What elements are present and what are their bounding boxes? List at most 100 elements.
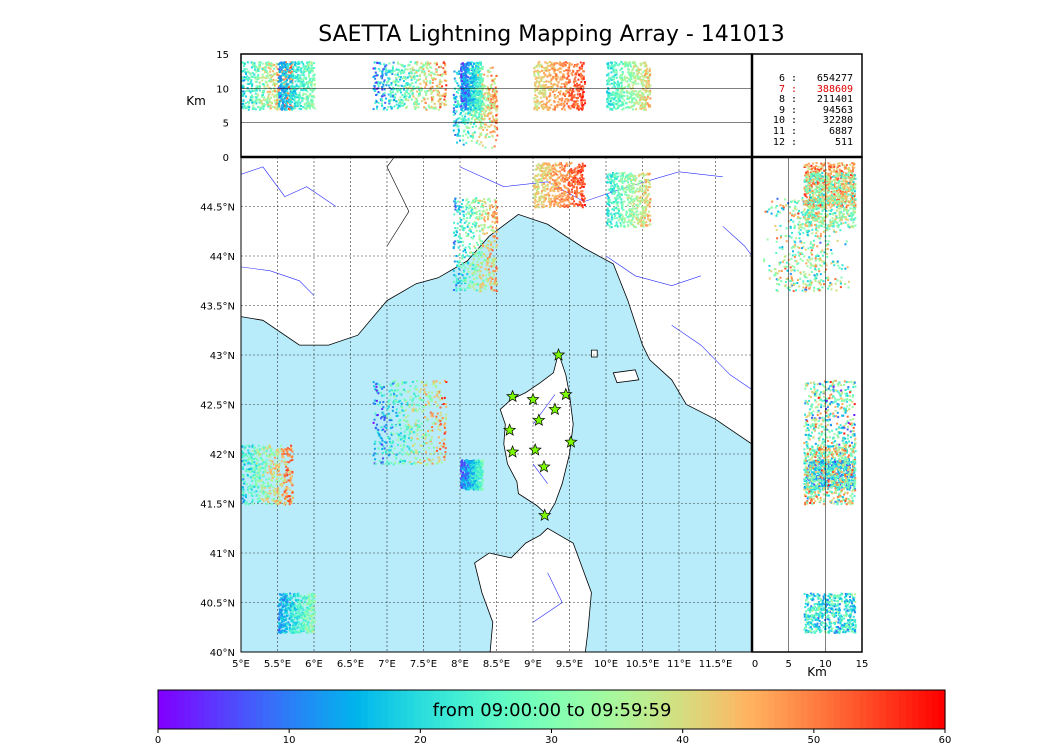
colorbar: 0 10 20 30 40 50 60	[155, 689, 952, 746]
altitude-tick-label: 15	[216, 50, 229, 61]
river-line	[605, 255, 701, 287]
separator: :	[784, 94, 804, 106]
x-tick-label: 6.5°E	[337, 659, 364, 670]
separator: :	[784, 73, 804, 84]
plan-view-sources	[241, 162, 652, 635]
source-count: 94563	[822, 104, 854, 116]
station-count-row: 10 : 32280	[755, 116, 859, 127]
alt-lat-sources	[763, 162, 857, 635]
corsica-island	[499, 351, 574, 517]
y-tick-label: 42°N	[210, 450, 235, 461]
source-count: 654277	[816, 73, 854, 84]
colorbar-tick-label: 40	[676, 735, 689, 746]
x-tick-label: 7.5°E	[410, 659, 437, 670]
lma-station-marker	[528, 443, 542, 456]
separator: :	[784, 104, 804, 116]
x-tick-label: 11.5°E	[699, 659, 733, 670]
chart-title: SAETTA Lightning Mapping Array - 141013	[318, 22, 785, 47]
colorbar-tick-label: 60	[939, 735, 952, 746]
source-count: 6887	[828, 125, 854, 137]
mainland	[241, 157, 752, 445]
altitude-tick-label: 0	[752, 659, 758, 670]
y-tick-label: 40.5°N	[200, 599, 235, 610]
separator: :	[784, 136, 804, 148]
separator: :	[784, 115, 804, 127]
x-tick-label: 10.5°E	[626, 659, 660, 670]
station-count-row: 11 : 6887	[755, 125, 859, 138]
station-count-row: 8 : 211401	[755, 95, 859, 106]
lma-station-marker	[548, 402, 562, 416]
station-count-row: 7 : 388609	[755, 83, 859, 96]
colorbar-tick-label: 10	[283, 735, 296, 746]
x-tick-label: 5.5°E	[264, 659, 291, 670]
station-count-row: 9 : 94563	[755, 104, 859, 117]
station-number: 10	[772, 115, 785, 127]
lon-alt-sources	[241, 60, 652, 149]
lma-station-marker	[559, 387, 573, 401]
source-count: 211401	[816, 94, 854, 106]
altitude-tick-label: 5	[785, 659, 791, 670]
lma-station-marker	[564, 435, 578, 448]
colorbar-tick-label: 50	[807, 735, 820, 746]
x-tick-label: 11°E	[667, 659, 691, 670]
station-number: 12	[772, 136, 785, 148]
lma-station-marker	[537, 459, 551, 473]
lma-station-marker	[505, 445, 520, 458]
capraia-island	[591, 349, 598, 358]
x-tick-label: 10°E	[594, 659, 618, 670]
plan-view-map	[241, 157, 752, 652]
colorbar-tick-label: 20	[414, 735, 427, 746]
y-tick-label: 41.5°N	[200, 500, 235, 511]
altitude-tick-label: 0	[223, 153, 229, 164]
station-number: 8	[778, 94, 785, 106]
station-count-table: 6 : 654277 7 : 388609 8 : 211401 9 : 94563 1…	[755, 73, 859, 149]
altitude-axis-label: Km	[807, 665, 827, 679]
station-number: 9	[778, 104, 785, 116]
elba-island	[612, 369, 640, 384]
colorbar-tick-label: 30	[545, 735, 558, 746]
y-tick-label: 43.5°N	[200, 302, 235, 313]
y-tick-label: 41°N	[210, 549, 235, 560]
x-tick-label: 9.5°E	[556, 659, 583, 670]
separator: :	[784, 125, 804, 137]
lma-station-marker	[538, 508, 552, 521]
x-tick-label: 7°E	[378, 659, 396, 670]
river-line	[241, 266, 315, 296]
source-count: 511	[834, 136, 854, 148]
separator: :	[784, 83, 804, 95]
altitude-axis-label: Km	[186, 94, 206, 108]
y-tick-label: 44.5°N	[200, 203, 235, 214]
river-line	[722, 226, 752, 257]
altitude-tick-label: 10	[819, 659, 832, 670]
lma-station-marker	[526, 392, 540, 406]
x-tick-label: 5°E	[232, 659, 250, 670]
lma-station-marker	[502, 423, 517, 436]
colorbar-label: from 09:00:00 to 09:59:59	[432, 700, 672, 721]
altitude-tick-label: 5	[223, 119, 229, 130]
station-count-row: 6 : 654277	[755, 73, 859, 85]
x-tick-label: 6°E	[305, 659, 323, 670]
lma-station-marker	[505, 389, 520, 403]
source-count: 32280	[822, 115, 854, 127]
lma-station-marker	[532, 413, 546, 426]
y-tick-label: 40°N	[210, 648, 235, 659]
france-italy-border	[386, 157, 410, 247]
station-number: 7	[778, 83, 785, 95]
source-count: 388609	[816, 83, 854, 95]
river-line	[671, 325, 752, 391]
y-tick-label: 42.5°N	[200, 401, 235, 412]
station-number: 6	[778, 73, 785, 84]
station-count-row: 12 : 511	[755, 136, 859, 149]
station-number: 11	[772, 125, 785, 137]
altitude-tick-label: 15	[856, 659, 869, 670]
x-tick-label: 8°E	[451, 659, 469, 670]
river-line	[241, 166, 337, 207]
y-tick-label: 43°N	[210, 351, 235, 362]
y-tick-label: 44°N	[210, 252, 235, 263]
river-line	[532, 463, 548, 484]
lma-station-marker	[551, 348, 566, 361]
x-tick-label: 8.5°E	[483, 659, 510, 670]
altitude-tick-label: 10	[216, 84, 229, 95]
colorbar-tick-label: 0	[155, 735, 161, 746]
